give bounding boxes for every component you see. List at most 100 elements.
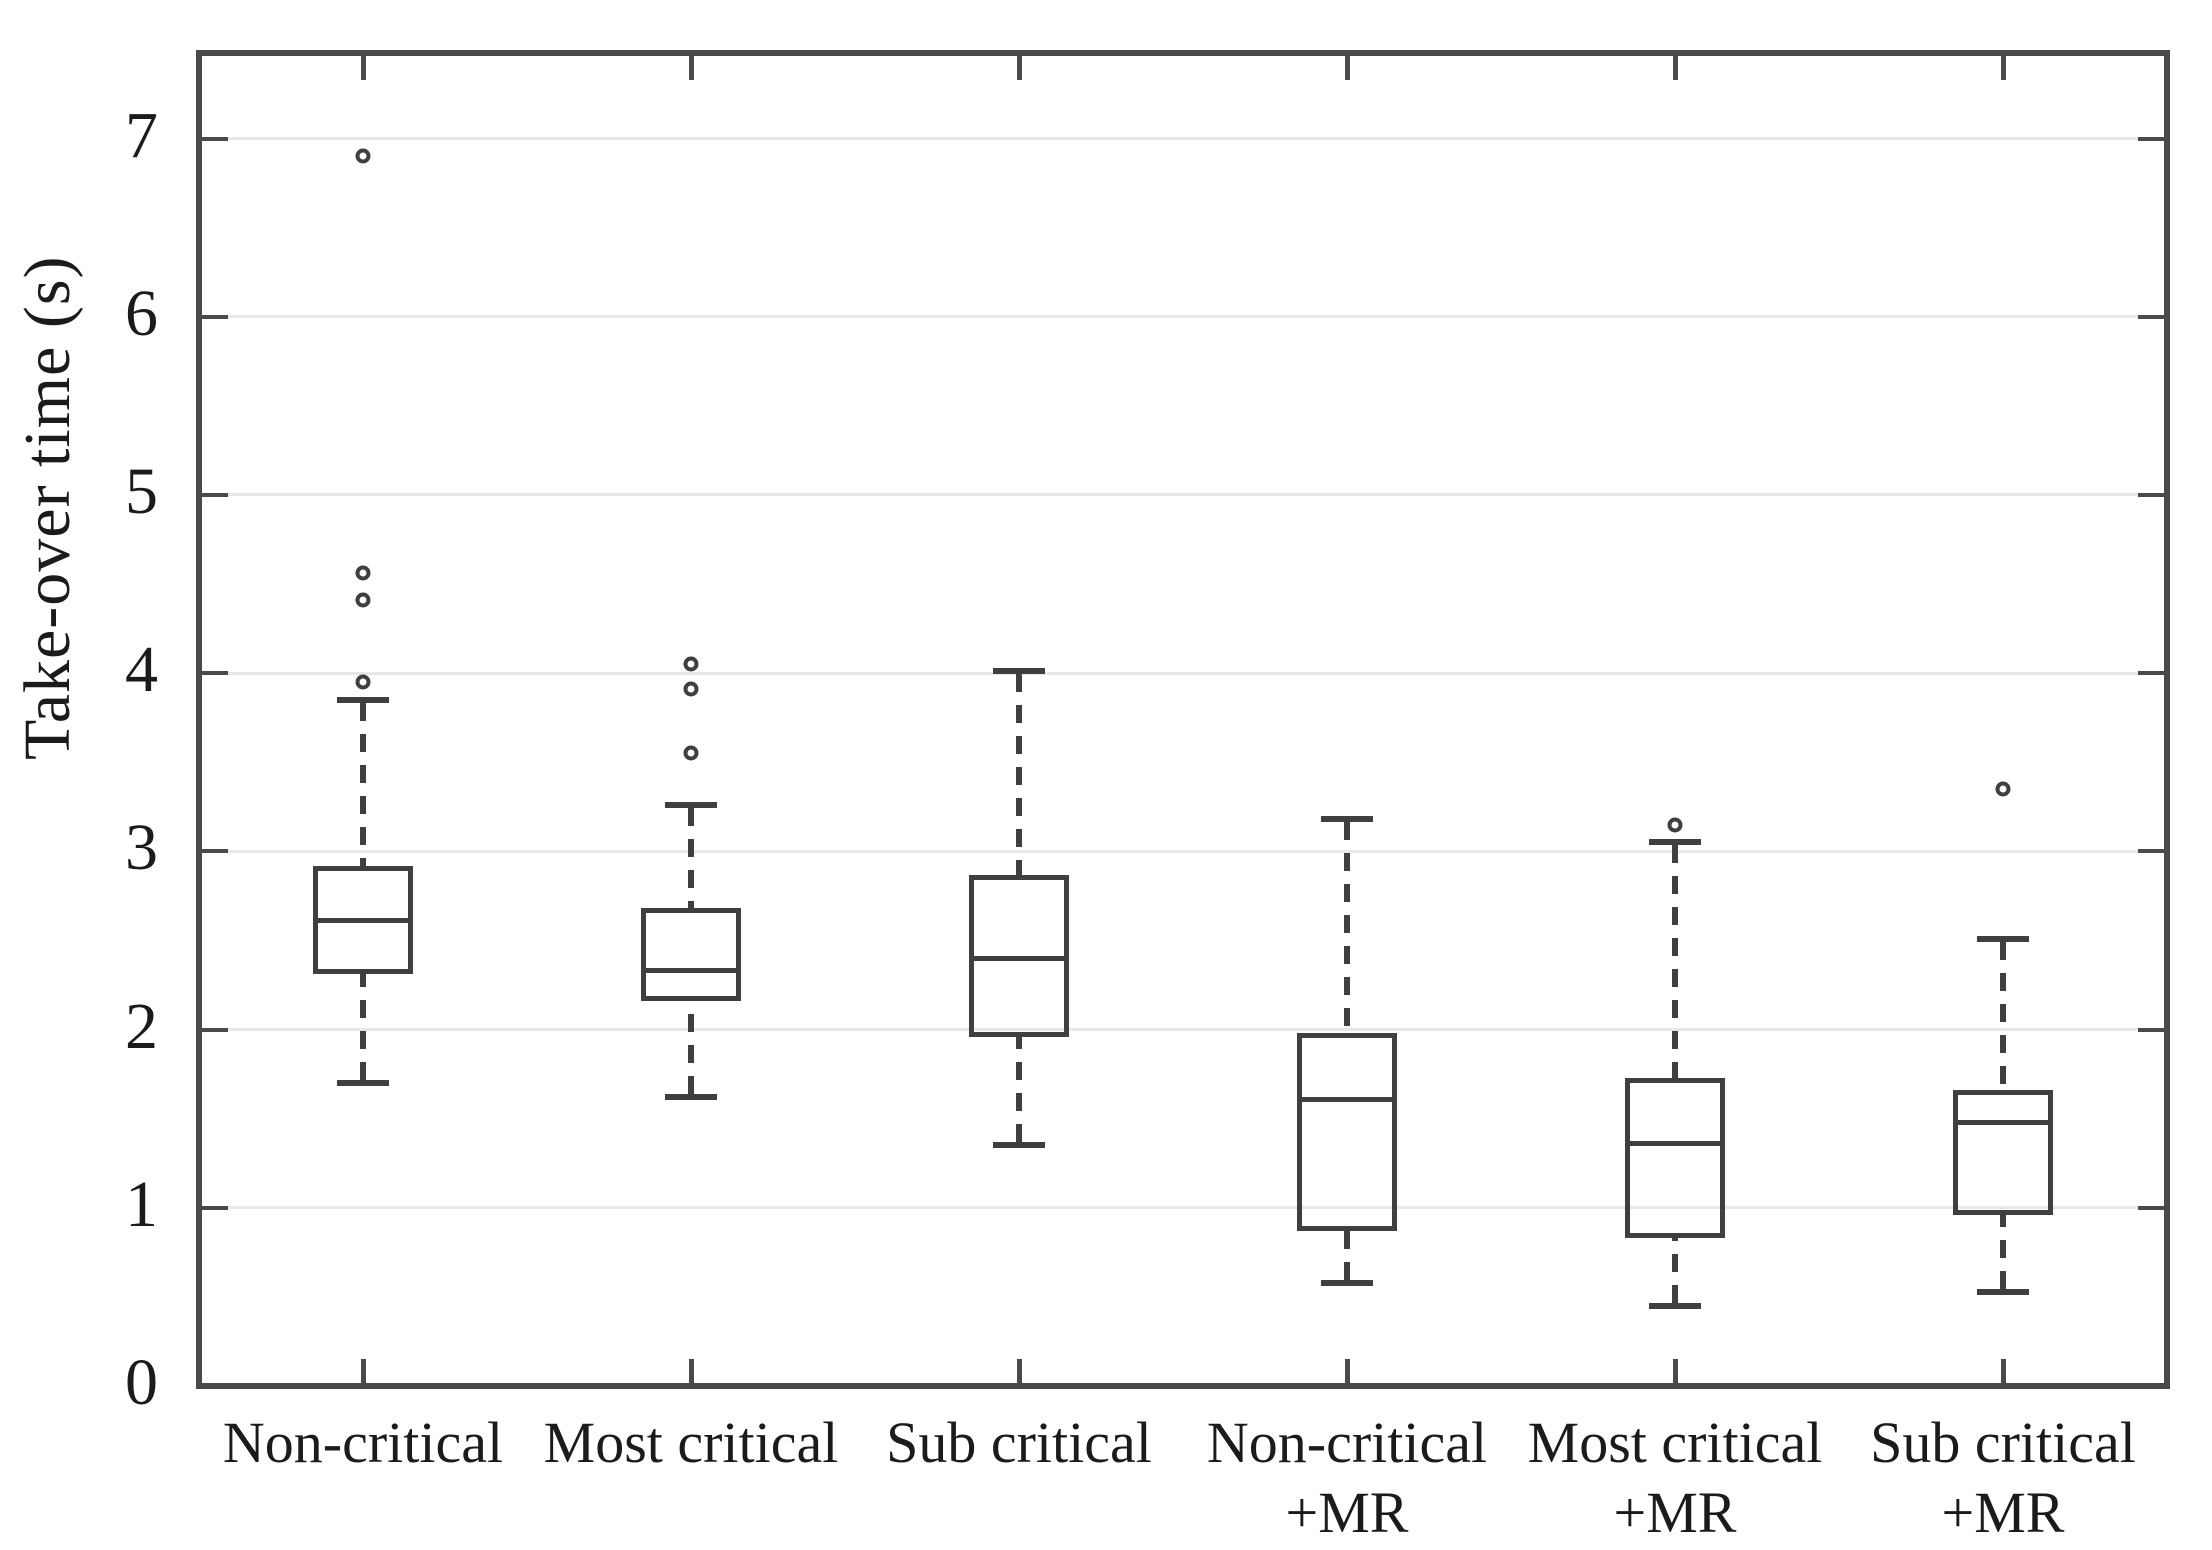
iqr-box — [1953, 1090, 2053, 1215]
x-tick-mark — [1672, 56, 1678, 80]
y-tick-mark — [2138, 1027, 2164, 1032]
upper-whisker — [1672, 845, 1678, 1078]
iqr-box — [641, 908, 741, 1002]
x-tick-mark — [688, 56, 694, 80]
upper-whisker — [688, 808, 694, 909]
axes-frame — [196, 50, 2170, 1389]
median-line — [313, 918, 413, 924]
x-tick-label-line1: Non-critical — [222, 1410, 504, 1475]
y-tick-label: 0 — [125, 1345, 158, 1419]
iqr-box — [1625, 1077, 1725, 1239]
x-tick-label-line2: +MR — [1613, 1480, 1737, 1545]
gridline — [202, 137, 2164, 141]
gridline — [202, 1028, 2164, 1032]
lower-whisker-cap — [337, 1080, 389, 1087]
median-line — [1953, 1119, 2053, 1125]
gridline — [202, 671, 2164, 675]
x-tick-label-line1: Most critical — [543, 1410, 839, 1475]
x-tick-mark — [2000, 56, 2006, 80]
upper-whisker-cap — [665, 802, 717, 809]
upper-whisker-cap — [1977, 935, 2029, 942]
median-line — [1625, 1141, 1725, 1147]
x-tick-label: Non-critical — [223, 1408, 503, 1478]
y-tick-mark — [202, 1205, 228, 1210]
y-tick-mark — [202, 314, 228, 319]
lower-whisker — [1672, 1238, 1678, 1303]
lower-whisker-cap — [1977, 1288, 2029, 1295]
gridline — [202, 849, 2164, 853]
y-tick-mark — [202, 671, 228, 676]
lower-whisker — [1016, 1036, 1022, 1143]
lower-whisker-cap — [665, 1094, 717, 1101]
y-tick-label: 6 — [125, 276, 158, 350]
y-tick-label: 5 — [125, 454, 158, 528]
median-line — [1297, 1096, 1397, 1102]
y-tick-mark — [2138, 136, 2164, 141]
y-tick-mark — [202, 1027, 228, 1032]
y-tick-label: 4 — [125, 633, 158, 707]
x-tick-mark — [688, 1359, 694, 1383]
y-tick-mark — [2138, 314, 2164, 319]
x-tick-label-line1: Most critical — [1527, 1410, 1823, 1475]
y-tick-label: 2 — [125, 989, 158, 1063]
x-tick-mark — [1016, 56, 1022, 80]
x-tick-label-line1: Non-critical — [1206, 1410, 1488, 1475]
gridline — [202, 1206, 2164, 1210]
median-line — [641, 968, 741, 974]
lower-whisker — [360, 974, 366, 1081]
x-tick-label: Non-critical +MR — [1207, 1408, 1487, 1548]
outlier-point — [683, 745, 699, 761]
y-tick-mark — [2138, 492, 2164, 497]
outlier-point — [355, 592, 371, 608]
x-tick-label: Sub critical +MR — [1870, 1408, 2136, 1548]
lower-whisker — [2000, 1214, 2006, 1289]
y-tick-mark — [202, 136, 228, 141]
outlier-point — [683, 681, 699, 697]
x-tick-mark — [1344, 56, 1350, 80]
y-tick-label: 3 — [125, 811, 158, 885]
x-tick-label: Most critical +MR — [1528, 1408, 1823, 1548]
x-tick-mark — [1344, 1359, 1350, 1383]
y-tick-mark — [2138, 849, 2164, 854]
upper-whisker — [2000, 941, 2006, 1091]
outlier-point — [1667, 817, 1683, 833]
gridline — [202, 493, 2164, 497]
outlier-point — [1995, 781, 2011, 797]
x-tick-mark — [1672, 1359, 1678, 1383]
lower-whisker — [1344, 1230, 1350, 1280]
upper-whisker-cap — [1321, 816, 1373, 823]
iqr-box — [1297, 1033, 1397, 1231]
y-tick-mark — [202, 849, 228, 854]
lower-whisker-cap — [1649, 1302, 1701, 1309]
lower-whisker — [688, 1001, 694, 1095]
outlier-point — [355, 148, 371, 164]
upper-whisker-cap — [1649, 839, 1701, 846]
upper-whisker — [1016, 674, 1022, 875]
x-tick-label-line1: Sub critical — [886, 1410, 1152, 1475]
x-tick-mark — [2000, 1359, 2006, 1383]
x-tick-mark — [360, 56, 366, 80]
x-tick-label: Sub critical — [886, 1408, 1152, 1478]
x-tick-label: Most critical — [544, 1408, 839, 1478]
median-line — [969, 955, 1069, 961]
x-tick-label-line2: +MR — [1941, 1480, 2065, 1545]
y-tick-mark — [202, 492, 228, 497]
outlier-point — [355, 565, 371, 581]
x-tick-label-line1: Sub critical — [1870, 1410, 2136, 1475]
upper-whisker — [360, 702, 366, 866]
lower-whisker-cap — [993, 1142, 1045, 1149]
outlier-point — [355, 674, 371, 690]
y-tick-mark — [2138, 671, 2164, 676]
x-tick-mark — [360, 1359, 366, 1383]
y-tick-label: 7 — [125, 98, 158, 172]
lower-whisker-cap — [1321, 1279, 1373, 1286]
outlier-point — [683, 656, 699, 672]
y-tick-mark — [2138, 1205, 2164, 1210]
x-tick-mark — [1016, 1359, 1022, 1383]
y-tick-label: 1 — [125, 1167, 158, 1241]
x-tick-label-line2: +MR — [1285, 1480, 1409, 1545]
gridline — [202, 315, 2164, 319]
iqr-box — [969, 874, 1069, 1037]
upper-whisker — [1344, 822, 1350, 1034]
